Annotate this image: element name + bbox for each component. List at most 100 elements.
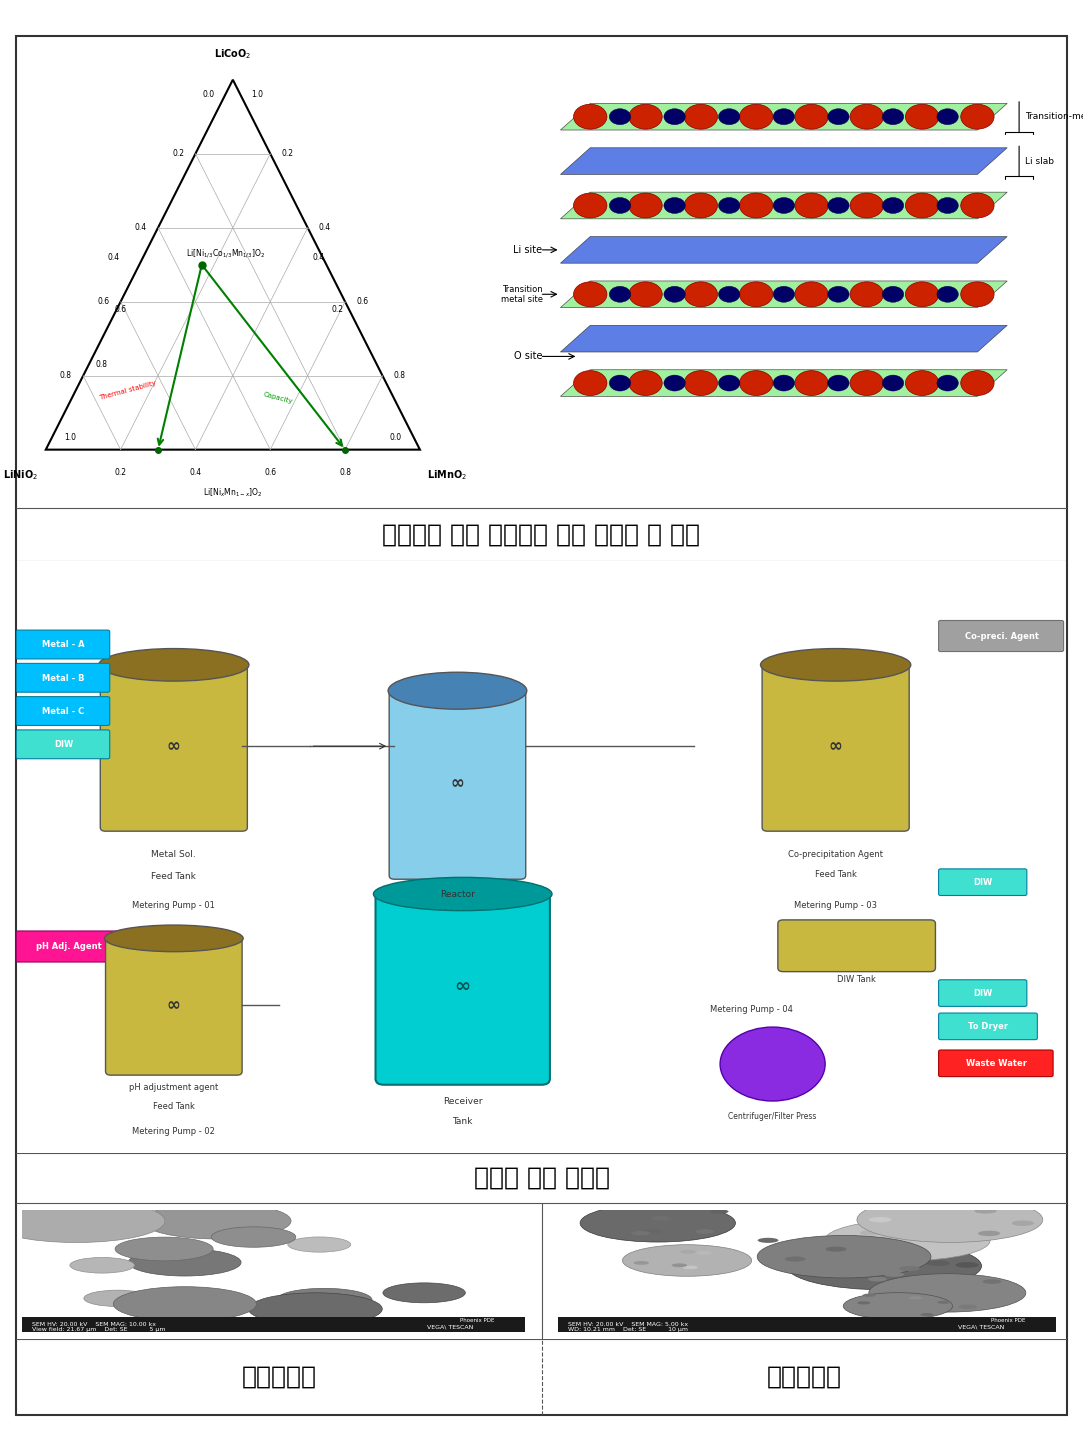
Text: 0.4: 0.4 bbox=[107, 253, 119, 262]
Text: Metal - A: Metal - A bbox=[42, 640, 84, 649]
Circle shape bbox=[758, 1237, 779, 1243]
Circle shape bbox=[977, 1229, 989, 1232]
Polygon shape bbox=[561, 369, 1007, 397]
Text: LiCoO$_2$: LiCoO$_2$ bbox=[214, 47, 251, 62]
FancyBboxPatch shape bbox=[939, 1050, 1053, 1077]
Text: 0.4: 0.4 bbox=[313, 253, 325, 262]
Circle shape bbox=[955, 1262, 979, 1267]
Text: 0.4: 0.4 bbox=[190, 468, 201, 477]
Text: Metering Pump - 04: Metering Pump - 04 bbox=[710, 1005, 793, 1014]
Text: Metering Pump - 02: Metering Pump - 02 bbox=[132, 1127, 216, 1136]
Circle shape bbox=[115, 1237, 213, 1260]
Text: View field: 21.67 μm    Det: SE           5 μm: View field: 21.67 μm Det: SE 5 μm bbox=[31, 1327, 166, 1332]
Circle shape bbox=[905, 193, 939, 218]
Circle shape bbox=[288, 1237, 351, 1252]
Circle shape bbox=[610, 198, 630, 213]
Circle shape bbox=[974, 1211, 995, 1217]
Text: Feed Tank: Feed Tank bbox=[814, 871, 857, 879]
Text: 0.4: 0.4 bbox=[134, 223, 147, 232]
Text: 0.6: 0.6 bbox=[97, 298, 109, 306]
Text: 0.4: 0.4 bbox=[318, 223, 331, 232]
Circle shape bbox=[718, 198, 740, 213]
Text: pH Adj. Agent: pH Adj. Agent bbox=[36, 942, 102, 951]
FancyBboxPatch shape bbox=[16, 663, 109, 692]
Circle shape bbox=[910, 1296, 923, 1299]
Text: 공침전구체: 공침전구체 bbox=[242, 1365, 316, 1389]
Circle shape bbox=[843, 1249, 863, 1253]
Circle shape bbox=[70, 1257, 134, 1273]
Circle shape bbox=[664, 286, 686, 302]
Text: Li site: Li site bbox=[513, 245, 543, 255]
FancyBboxPatch shape bbox=[376, 888, 550, 1085]
FancyBboxPatch shape bbox=[22, 1317, 525, 1332]
FancyBboxPatch shape bbox=[389, 687, 525, 879]
Circle shape bbox=[939, 1236, 958, 1240]
Circle shape bbox=[709, 1209, 729, 1214]
Circle shape bbox=[664, 375, 686, 391]
Circle shape bbox=[883, 198, 903, 213]
Ellipse shape bbox=[99, 649, 249, 682]
Circle shape bbox=[757, 1236, 931, 1277]
Circle shape bbox=[786, 1242, 981, 1290]
Text: Co-precipitation Agent: Co-precipitation Agent bbox=[788, 849, 883, 859]
Circle shape bbox=[795, 193, 828, 218]
Circle shape bbox=[921, 1313, 934, 1316]
Circle shape bbox=[824, 1220, 990, 1260]
Circle shape bbox=[610, 109, 630, 125]
Circle shape bbox=[919, 1253, 943, 1259]
Circle shape bbox=[684, 105, 718, 129]
Circle shape bbox=[850, 371, 884, 395]
Text: 0.2: 0.2 bbox=[331, 305, 343, 314]
Circle shape bbox=[740, 371, 773, 395]
Circle shape bbox=[695, 1229, 714, 1234]
Circle shape bbox=[211, 1227, 296, 1247]
Circle shape bbox=[937, 375, 958, 391]
Circle shape bbox=[629, 105, 662, 129]
Circle shape bbox=[961, 282, 994, 306]
Circle shape bbox=[580, 1204, 735, 1242]
Circle shape bbox=[684, 282, 718, 306]
FancyBboxPatch shape bbox=[105, 935, 243, 1075]
Text: 0.2: 0.2 bbox=[172, 149, 184, 158]
Circle shape bbox=[905, 371, 939, 395]
Circle shape bbox=[773, 286, 795, 302]
Text: Transition
metal site: Transition metal site bbox=[500, 285, 543, 304]
Text: Tank: Tank bbox=[453, 1117, 473, 1127]
Circle shape bbox=[937, 1300, 950, 1303]
Polygon shape bbox=[561, 103, 1007, 130]
Circle shape bbox=[718, 375, 740, 391]
Circle shape bbox=[773, 198, 795, 213]
FancyBboxPatch shape bbox=[778, 919, 936, 972]
Circle shape bbox=[574, 282, 606, 306]
Text: ∞: ∞ bbox=[455, 977, 471, 995]
Circle shape bbox=[664, 109, 686, 125]
Ellipse shape bbox=[374, 878, 552, 911]
Circle shape bbox=[1012, 1220, 1034, 1226]
FancyBboxPatch shape bbox=[101, 662, 247, 831]
FancyBboxPatch shape bbox=[16, 630, 109, 659]
FancyBboxPatch shape bbox=[939, 979, 1027, 1007]
Circle shape bbox=[574, 193, 606, 218]
Text: Metal - C: Metal - C bbox=[42, 707, 84, 716]
Text: SEM HV: 20.00 kV    SEM MAG: 5.00 kx: SEM HV: 20.00 kV SEM MAG: 5.00 kx bbox=[567, 1322, 688, 1327]
Circle shape bbox=[634, 1262, 649, 1264]
Circle shape bbox=[643, 1229, 663, 1233]
Text: 전구체 제조 공경도: 전구체 제조 공경도 bbox=[473, 1166, 610, 1190]
Text: 0.0: 0.0 bbox=[203, 90, 214, 99]
Text: 0.2: 0.2 bbox=[115, 468, 127, 477]
Circle shape bbox=[944, 1219, 956, 1221]
Text: Li[Ni$_{x}$Mn$_{1-x}$]O$_2$: Li[Ni$_{x}$Mn$_{1-x}$]O$_2$ bbox=[204, 487, 262, 500]
Circle shape bbox=[857, 1197, 1043, 1243]
Circle shape bbox=[883, 375, 903, 391]
Text: ∞: ∞ bbox=[451, 775, 465, 792]
Text: Reactor: Reactor bbox=[440, 891, 475, 899]
Circle shape bbox=[827, 375, 849, 391]
Text: pH adjustment agent: pH adjustment agent bbox=[129, 1083, 219, 1091]
Circle shape bbox=[905, 282, 939, 306]
Circle shape bbox=[83, 1290, 152, 1306]
Text: 0.6: 0.6 bbox=[264, 468, 276, 477]
Circle shape bbox=[773, 109, 795, 125]
Circle shape bbox=[629, 193, 662, 218]
Text: DIW: DIW bbox=[54, 740, 74, 749]
Text: Phoenix PDE: Phoenix PDE bbox=[991, 1319, 1026, 1323]
